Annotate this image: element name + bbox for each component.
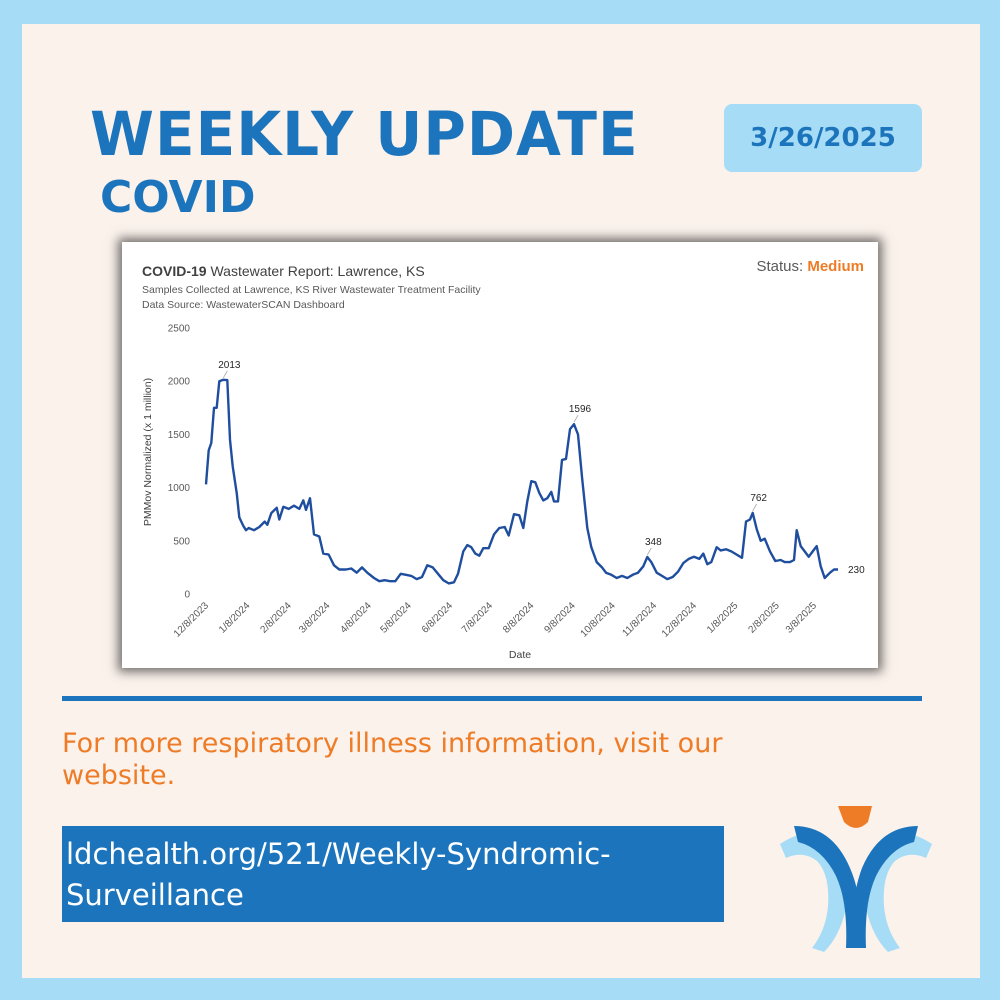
y-tick-label: 2000: [168, 377, 191, 388]
chart-card: COVID-19 Wastewater Report: Lawrence, KS…: [122, 242, 878, 668]
y-tick-label: 0: [184, 590, 190, 601]
x-tick-label: 3/8/2024: [297, 600, 333, 636]
more-info-text: For more respiratory illness information…: [62, 728, 723, 791]
website-link[interactable]: ldchealth.org/521/Weekly-Syndromic- Surve…: [66, 834, 716, 916]
y-tick-label: 1000: [168, 483, 191, 494]
status-label: Status:: [756, 258, 807, 275]
website-link-line2: Surveillance: [66, 878, 244, 912]
data-label-leader: [752, 503, 758, 512]
x-tick-label: 1/8/2025: [705, 600, 741, 636]
y-axis-label: PMMov Normalized (x 1 million): [142, 378, 154, 526]
x-tick-label: 11/8/2024: [620, 600, 659, 639]
page-title: WEEKLY UPDATE: [90, 98, 639, 170]
x-tick-label: 9/8/2024: [542, 600, 578, 636]
website-link-box[interactable]: ldchealth.org/521/Weekly-Syndromic- Surve…: [62, 826, 724, 922]
y-axis: 0 500 1000 1500 2000 2500: [168, 324, 191, 601]
x-tick-label: 2/8/2024: [258, 600, 294, 636]
data-label: 230: [848, 565, 865, 576]
x-axis-label: Date: [509, 649, 531, 661]
x-tick-label: 3/8/2025: [784, 600, 820, 636]
data-label-leader: [222, 370, 228, 379]
data-label: 2013: [218, 360, 241, 371]
covid-wastewater-chart: COVID-19 Wastewater Report: Lawrence, KS…: [142, 258, 865, 661]
x-tick-label: 5/8/2024: [378, 600, 414, 636]
website-link-line1: ldchealth.org/521/Weekly-Syndromic-: [66, 837, 611, 871]
y-tick-label: 2500: [168, 324, 191, 335]
data-label-leader: [573, 414, 579, 423]
chart-source: Data Source: WastewaterSCAN Dashboard: [142, 299, 345, 311]
x-tick-label: 2/8/2025: [746, 600, 782, 636]
status-text: Status: Medium: [756, 258, 864, 275]
data-label-leader: [646, 547, 652, 556]
x-tick-label: 8/8/2024: [501, 600, 537, 636]
ldch-logo-icon: [780, 806, 932, 952]
date-badge: 3/26/2025: [724, 104, 922, 172]
y-tick-label: 500: [173, 536, 190, 547]
x-tick-label: 6/8/2024: [420, 600, 456, 636]
chart-title-rest: Wastewater Report: Lawrence, KS: [207, 263, 425, 279]
page-subtitle: COVID: [100, 172, 256, 223]
x-tick-label: 7/8/2024: [460, 600, 496, 636]
data-label: 762: [750, 493, 767, 504]
x-tick-label: 1/8/2024: [217, 600, 253, 636]
x-tick-label: 12/8/2024: [660, 600, 700, 640]
y-tick-label: 1500: [168, 430, 191, 441]
status-value: Medium: [807, 258, 864, 275]
chart-subtitle: Samples Collected at Lawrence, KS River …: [142, 284, 481, 296]
x-tick-label: 12/8/2023: [172, 600, 212, 640]
data-label: 348: [645, 537, 662, 548]
data-label: 1596: [569, 404, 592, 415]
x-tick-label: 10/8/2024: [579, 600, 619, 640]
x-tick-label: 4/8/2024: [338, 600, 374, 636]
x-axis: 12/8/2023 1/8/2024 2/8/2024 3/8/2024 4/8/202…: [172, 600, 820, 640]
series-line: [204, 378, 838, 585]
annotations: 2013 1596 348 762 230: [218, 360, 865, 576]
divider: [62, 696, 922, 701]
chart-title: COVID-19 Wastewater Report: Lawrence, KS: [142, 263, 425, 279]
chart-title-bold: COVID-19: [142, 263, 207, 279]
